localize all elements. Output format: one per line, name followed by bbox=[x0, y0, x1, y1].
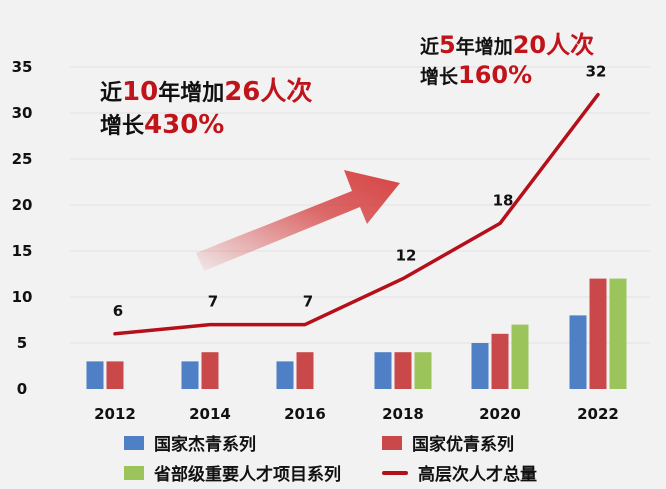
callout-right-growth-label: 增长 bbox=[420, 66, 459, 88]
line-data-label: 7 bbox=[303, 293, 313, 311]
y-tick-label: 5 bbox=[17, 334, 27, 352]
legend-item-line: 高层次人才总量 bbox=[382, 460, 537, 485]
callout-10-years: 近10年增加26人次 增长430% bbox=[100, 76, 312, 141]
bar-provincial-talent bbox=[609, 278, 627, 389]
x-tick-label: 2012 bbox=[94, 405, 136, 423]
legend-label-green: 省部级重要人才项目系列 bbox=[154, 465, 341, 485]
callout-left-prefix: 近 bbox=[100, 81, 123, 106]
bar-national-outstanding bbox=[569, 315, 587, 389]
bar-provincial-talent bbox=[511, 324, 529, 389]
callout-left-mid: 年增加 bbox=[158, 81, 225, 106]
bar-national-outstanding bbox=[86, 361, 104, 389]
callout-left-growth-value: 430% bbox=[144, 109, 225, 140]
y-tick-label: 25 bbox=[12, 150, 33, 168]
x-tick-label: 2016 bbox=[284, 405, 326, 423]
legend-swatch-line bbox=[382, 470, 408, 475]
bar-national-outstanding bbox=[471, 343, 489, 389]
bar-national-outstanding bbox=[374, 352, 392, 389]
x-tick-label: 2022 bbox=[577, 405, 619, 423]
bar-national-outstanding bbox=[181, 361, 199, 389]
callout-right-increase: 20人次 bbox=[512, 31, 595, 59]
gridlines bbox=[70, 66, 650, 344]
bar-national-excellent-young bbox=[106, 361, 124, 389]
growth-arrow bbox=[196, 170, 400, 271]
bar-national-excellent-young bbox=[589, 278, 607, 389]
legend-label-blue: 国家杰青系列 bbox=[154, 435, 256, 455]
callout-5-years: 近5年增加20人次 增长160% bbox=[420, 30, 594, 90]
x-tick-label: 2020 bbox=[479, 405, 521, 423]
legend-label-line: 高层次人才总量 bbox=[418, 465, 537, 485]
line-data-label: 12 bbox=[396, 247, 417, 265]
x-tick-label: 2018 bbox=[382, 405, 424, 423]
bars bbox=[86, 278, 627, 389]
y-tick-label: 0 bbox=[17, 380, 27, 398]
bar-national-excellent-young bbox=[394, 352, 412, 389]
callout-left-increase: 26人次 bbox=[224, 77, 313, 107]
y-tick-label: 30 bbox=[12, 104, 33, 122]
legend-item-green: 省部级重要人才项目系列 bbox=[124, 460, 341, 485]
callout-left-growth-label: 增长 bbox=[100, 113, 145, 139]
bar-provincial-talent bbox=[414, 352, 432, 389]
callout-right-years: 5 bbox=[439, 31, 456, 59]
legend-swatch-green bbox=[124, 465, 144, 480]
legend-swatch-red bbox=[382, 435, 402, 450]
bar-national-excellent-young bbox=[201, 352, 219, 389]
legend-item-red: 国家优青系列 bbox=[382, 430, 514, 455]
bar-national-excellent-young bbox=[296, 352, 314, 389]
x-tick-label: 2014 bbox=[189, 405, 231, 423]
legend-item-blue: 国家杰青系列 bbox=[124, 430, 256, 455]
y-axis: 0 5 10 15 20 25 30 35 bbox=[12, 58, 33, 398]
legend-label-red: 国家优青系列 bbox=[412, 435, 514, 455]
y-tick-label: 20 bbox=[12, 196, 33, 214]
y-tick-label: 35 bbox=[12, 58, 33, 76]
total-line: 6 7 7 12 18 32 bbox=[113, 63, 607, 336]
y-tick-label: 10 bbox=[12, 288, 33, 306]
bar-national-outstanding bbox=[276, 361, 294, 389]
line-data-label: 6 bbox=[113, 302, 123, 320]
callout-right-growth-value: 160% bbox=[458, 61, 533, 89]
x-axis: 2012 2014 2016 2018 2020 2022 bbox=[94, 405, 619, 423]
legend-swatch-blue bbox=[124, 435, 144, 450]
callout-left-years: 10 bbox=[122, 77, 159, 107]
callout-right-prefix: 近 bbox=[420, 36, 440, 58]
line-data-label: 18 bbox=[493, 191, 514, 209]
line-data-label: 7 bbox=[208, 293, 218, 311]
total-talent-line bbox=[113, 92, 600, 336]
y-tick-label: 15 bbox=[12, 242, 33, 260]
line-data-label: 32 bbox=[586, 63, 607, 81]
bar-national-excellent-young bbox=[491, 333, 509, 389]
growth-arrow-shape bbox=[196, 170, 400, 271]
callout-right-mid: 年增加 bbox=[455, 36, 513, 58]
